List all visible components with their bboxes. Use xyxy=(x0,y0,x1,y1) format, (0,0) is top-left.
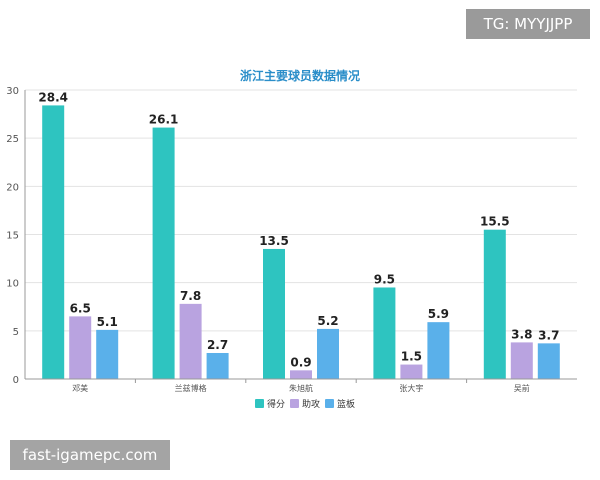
bar xyxy=(400,364,423,379)
x-tick-label: 朱旭航 xyxy=(289,383,313,393)
watermark-bottom: fast-igamepc.com xyxy=(10,440,170,470)
legend-swatch xyxy=(325,399,334,408)
y-tick-label: 25 xyxy=(6,134,19,145)
x-tick-label: 张大宇 xyxy=(399,383,423,393)
data-label: 5.1 xyxy=(97,315,118,329)
bar xyxy=(537,343,560,379)
legend-swatch xyxy=(290,399,299,408)
x-tick-label: 邓美 xyxy=(72,383,88,393)
bar xyxy=(427,322,450,379)
data-label: 3.8 xyxy=(511,327,532,341)
data-label: 9.5 xyxy=(374,272,395,286)
y-tick-label: 30 xyxy=(6,86,19,97)
data-label: 5.2 xyxy=(317,314,338,328)
data-label: 6.5 xyxy=(70,301,91,315)
data-label: 1.5 xyxy=(401,350,422,364)
bar xyxy=(96,329,119,379)
bar xyxy=(510,342,533,379)
watermark-top: TG: MYYJJPP xyxy=(466,9,590,39)
bar xyxy=(69,316,92,379)
data-label: 2.7 xyxy=(207,338,228,352)
bar xyxy=(263,248,285,379)
y-tick-label: 15 xyxy=(6,231,19,242)
data-label: 7.8 xyxy=(180,289,201,303)
legend: 得分 助攻 篮板 xyxy=(255,398,355,410)
bar xyxy=(317,328,339,379)
legend-label: 篮板 xyxy=(337,398,355,410)
bar xyxy=(179,303,202,379)
x-tick-label: 吴前 xyxy=(514,383,530,393)
legend-swatch xyxy=(255,399,264,408)
data-label: 3.7 xyxy=(538,328,559,342)
data-label: 5.9 xyxy=(428,307,449,321)
data-labels: 28.4 6.5 5.1 26.1 7.8 2.7 13.5 0.9 5.2 9.5 1.5 5.9 1… xyxy=(38,90,559,369)
y-tick-label: 20 xyxy=(6,182,19,193)
bar xyxy=(373,287,396,379)
bar xyxy=(483,229,506,379)
bar xyxy=(42,105,65,379)
legend-label: 助攻 xyxy=(302,398,320,410)
data-label: 26.1 xyxy=(149,113,179,127)
data-label: 13.5 xyxy=(259,234,289,248)
bar xyxy=(290,370,312,379)
data-label: 0.9 xyxy=(290,355,311,369)
x-axis: 邓美 兰兹博格 朱旭航 张大宇 吴前 xyxy=(25,378,577,393)
bar xyxy=(206,352,229,379)
chart-title: 浙江主要球员数据情况 xyxy=(240,68,360,83)
data-label: 15.5 xyxy=(480,215,510,229)
legend-label: 得分 xyxy=(267,398,285,410)
x-tick-label: 兰兹博格 xyxy=(175,383,207,393)
y-axis: 0 5 10 15 20 25 30 xyxy=(6,86,26,386)
y-tick-label: 5 xyxy=(13,327,19,338)
bar xyxy=(152,127,175,379)
bars xyxy=(42,105,560,379)
y-tick-label: 10 xyxy=(6,279,19,290)
y-tick-label: 0 xyxy=(13,375,19,386)
data-label: 28.4 xyxy=(38,90,68,104)
